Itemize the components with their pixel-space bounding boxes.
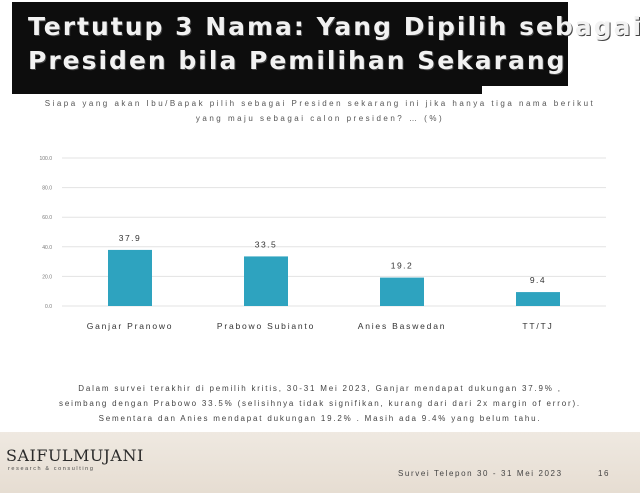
y-tick-label: 20.0 bbox=[42, 274, 52, 280]
bar bbox=[380, 277, 424, 306]
summary-text: Dalam survei terakhir di pemilih kritis,… bbox=[20, 381, 620, 426]
bar bbox=[244, 256, 288, 306]
y-tick-label: 60.0 bbox=[42, 215, 52, 221]
title-banner: Tertutup 3 Nama: Yang Dipilih sebagai Pr… bbox=[12, 2, 640, 86]
bar bbox=[108, 249, 152, 306]
page-number: 16 bbox=[598, 469, 611, 478]
survey-question: Siapa yang akan Ibu/Bapak pilih sebagai … bbox=[20, 96, 620, 126]
survey-date: Survei Telepon 30 - 31 Mei 2023 bbox=[398, 469, 563, 478]
company-logo-tagline: research & consulting bbox=[8, 466, 95, 472]
x-tick-label: TT/TJ bbox=[522, 321, 553, 331]
y-tick-label: 0.0 bbox=[45, 304, 52, 310]
bar bbox=[516, 292, 560, 306]
x-tick-label: Ganjar Pranowo bbox=[87, 321, 174, 331]
y-tick-label: 40.0 bbox=[42, 245, 52, 251]
data-label: 33.5 bbox=[255, 239, 278, 249]
title-banner-underbar bbox=[12, 86, 482, 94]
survey-question-line-1: Siapa yang akan Ibu/Bapak pilih sebagai … bbox=[44, 99, 596, 108]
y-tick-label: 100.0 bbox=[39, 156, 52, 162]
summary-line-2: seimbang dengan Prabowo 33.5% (selisihny… bbox=[59, 399, 581, 408]
data-label: 19.2 bbox=[391, 261, 414, 271]
summary-line-1: Dalam survei terakhir di pemilih kritis,… bbox=[78, 384, 562, 393]
slide-title-line-1: Tertutup 3 Nama: Yang Dipilih sebagai bbox=[28, 12, 640, 41]
x-tick-label: Anies Baswedan bbox=[358, 321, 447, 331]
company-logo: SAIFULMUJANI bbox=[6, 446, 144, 465]
y-tick-label: 80.0 bbox=[42, 186, 52, 192]
summary-line-3: Sementara dan Anies mendapat dukungan 19… bbox=[98, 414, 542, 423]
data-label: 9.4 bbox=[530, 275, 546, 285]
slide-title-line-2: Presiden bila Pemilihan Sekarang bbox=[28, 46, 567, 75]
x-tick-label: Prabowo Subianto bbox=[217, 321, 315, 331]
data-label: 37.9 bbox=[119, 233, 142, 243]
survey-question-line-2: yang maju sebagai calon presiden? … (%) bbox=[195, 114, 445, 123]
bar-chart: 0.0 20.0 40.0 60.0 80.0 100.0 37.9 Ganjar Prano… bbox=[39, 156, 606, 331]
footer: SAIFULMUJANI research & consulting Surve… bbox=[0, 432, 640, 493]
